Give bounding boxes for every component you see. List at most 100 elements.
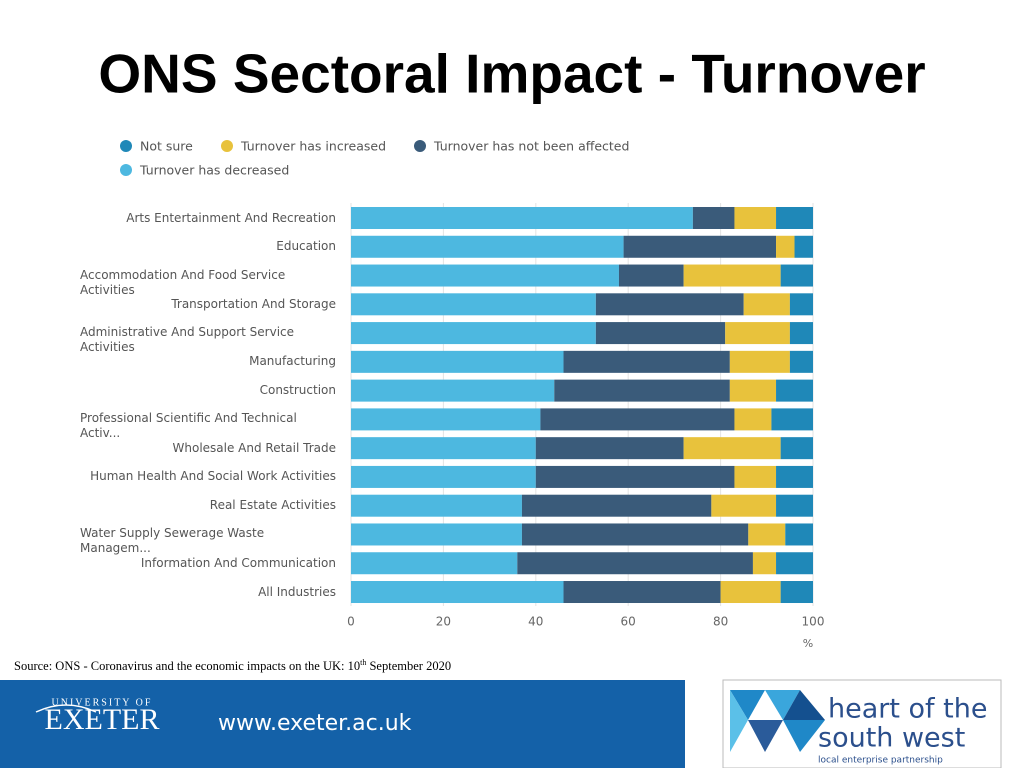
bar-segment [351,235,624,258]
source-text: Source: ONS - Coronavirus and the econom… [14,659,361,674]
bar-segment [776,379,813,402]
bar-segment [351,350,564,373]
x-tick-label: 80 [713,615,728,629]
bar-segment [351,494,522,517]
bar-segment [785,523,813,546]
x-axis-unit: % [803,637,813,650]
legend-swatch [221,140,233,152]
bar-segment [351,437,536,460]
x-tick-label: 20 [436,615,451,629]
bar-segment [521,523,749,546]
y-tick-label: Manufacturing [249,354,336,369]
y-tick-label: Wholesale And Retail Trade [172,440,337,455]
chart-title: ONS Sectoral Impact - Turnover [98,43,925,105]
university-of: UNIVERSITY OF [52,697,153,708]
bar-segment [351,523,522,546]
y-tick-label: Transportation And Storage [171,296,336,311]
bar-segment [743,293,790,316]
x-tick-label: 100 [802,615,825,629]
exeter-crest [35,704,97,713]
source-rest: September 2020 [366,659,452,674]
bar-segment [776,552,813,575]
x-tick-label: 40 [528,615,543,629]
bar-segment [351,322,596,345]
bar-segment [535,437,684,460]
bar-segment [729,350,790,373]
bar-segment [517,552,753,575]
y-tick-label: Professional Scientific And Technical Ac… [80,411,297,441]
bar-segment [776,494,813,517]
source-note: Source: ONS - Coronavirus and the econom… [14,658,451,674]
exeter: EXETER [45,703,160,736]
bar-segment [554,379,730,402]
bar-segment [789,350,813,373]
x-tick-label: 60 [621,615,636,629]
bar-segment [748,523,786,546]
bar-segment [540,408,735,431]
bar-segment [521,494,712,517]
bar-segment [623,235,777,258]
bar-segment [780,437,813,460]
bar-segment [692,207,735,229]
bar-segment [780,264,813,287]
hotsw-line1: heart of the [828,694,987,725]
bar-segment [789,293,813,316]
bar-segment [752,552,777,575]
bar-segment [734,408,772,431]
bar-segment [563,350,730,373]
y-tick-label: Education [276,239,336,254]
bar-segment [683,437,781,460]
bar-segment [595,293,744,316]
bar-segment [595,322,726,345]
y-tick-label: Water Supply Sewerage Waste Managem... [80,526,265,556]
bar-segment [771,408,813,431]
bar-segment [351,581,564,604]
bar-segment [351,293,596,316]
hotsw-tagline: local enterprise partnership [818,756,943,766]
bar-segment [535,465,735,488]
bar-segment [780,581,813,604]
source-sup: th [360,658,367,667]
hotsw-icon [730,690,825,752]
bar-segment [720,581,781,604]
y-tick-label: Human Health And Social Work Activities [90,469,336,484]
bar-segment [776,207,813,229]
legend-label: Turnover has decreased [139,163,289,178]
url: www.exeter.ac.uk [218,711,412,736]
bar-segment [618,264,684,287]
footer: UNIVERSITY OF EXETER www.exeter.ac.uk he… [0,679,1002,768]
bar-segment [776,235,795,258]
legend-label: Turnover has not been affected [433,139,629,154]
bar-segment [711,494,777,517]
bar-segment [725,322,790,345]
y-tick-label: All Industries [258,584,336,599]
bar-segment [683,264,781,287]
hotsw-line2: south west [818,723,965,754]
footer-band [0,680,685,768]
bar-segment [351,264,619,287]
y-tick-label: Accommodation And Food Service Activitie… [80,267,286,297]
legend-swatch [120,164,132,176]
bar-segment [734,465,777,488]
legend-label: Not sure [140,139,193,154]
legend-swatch [414,140,426,152]
bar-segment [776,465,813,488]
bar-segment [789,322,813,345]
y-tick-label: Information And Communication [140,555,336,570]
y-tick-label: Construction [259,383,336,398]
x-tick-label: 0 [347,615,355,629]
bar-segment [351,379,555,402]
legend-label: Turnover has increased [240,139,386,154]
bar-segment [351,207,693,229]
y-tick-label: Arts Entertainment And Recreation [126,210,336,225]
bar-segment [729,379,777,402]
bar-segment [351,465,536,488]
bar-segment [351,552,518,575]
y-tick-label: Administrative And Support Service Activ… [80,325,295,355]
bar-segment [734,207,777,229]
bar-segment [351,408,541,431]
bar-segment [794,235,813,258]
y-tick-label: Real Estate Activities [209,498,336,513]
